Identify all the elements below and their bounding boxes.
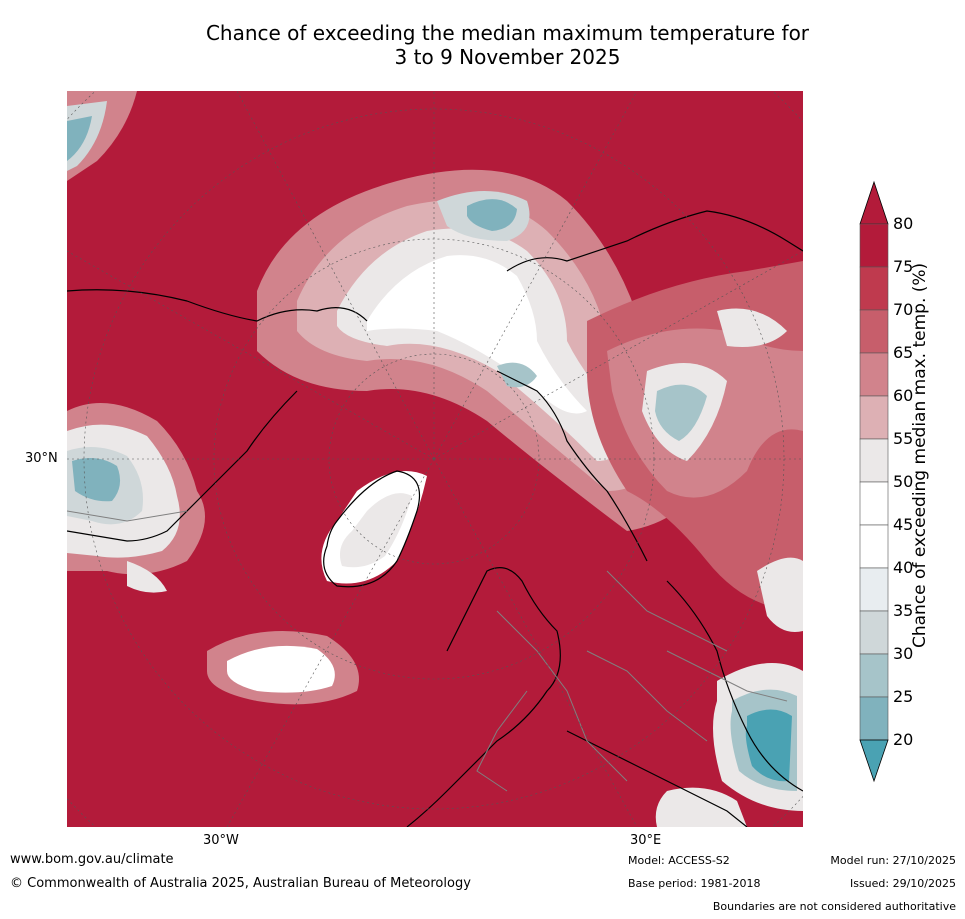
probability-region — [717, 308, 787, 347]
probability-region — [67, 116, 92, 161]
longitude-label-30e: 30°E — [630, 833, 662, 848]
colorbar-tick-label: 50 — [893, 472, 914, 491]
latitude-label-30n: 30°N — [25, 451, 58, 466]
colorbar-tick-label: 55 — [893, 429, 914, 448]
colorbar-label: Chance of exceeding median max. temp. (%… — [910, 262, 930, 648]
colorbar-band — [859, 352, 889, 397]
colorbar-band — [859, 309, 889, 354]
footer-disclaimer: Boundaries are not considered authoritat… — [712, 900, 956, 913]
colorbar-tick-label: 65 — [893, 343, 914, 362]
footer-base-period: Base period: 1981-2018 — [628, 877, 761, 890]
longitude-label-30w: 30°W — [203, 833, 239, 848]
forecast-map — [67, 91, 803, 827]
colorbar-band — [859, 438, 889, 483]
probability-region — [745, 709, 792, 782]
footer-url[interactable]: www.bom.gov.au/climate — [10, 852, 174, 867]
probability-region — [655, 787, 747, 827]
probability-region — [67, 101, 107, 171]
colorbar-tick-label: 35 — [893, 601, 914, 620]
footer-model-run: Model run: 27/10/2025 — [830, 854, 956, 867]
colorbar-band — [859, 395, 889, 440]
coastlines — [67, 210, 803, 827]
colorbar-band — [859, 524, 889, 569]
country-borders — [67, 510, 788, 792]
colorbar-extend-high — [859, 180, 889, 225]
colorbar-band — [859, 223, 889, 268]
probability-region — [497, 362, 537, 388]
colorbar-tick-label: 25 — [893, 687, 914, 706]
colorbar-tick-label: 30 — [893, 644, 914, 663]
probability-region — [72, 457, 121, 502]
probability-region — [467, 199, 517, 231]
colorbar-tick-label: 80 — [893, 214, 914, 233]
colorbar-tick-label: 45 — [893, 515, 914, 534]
colorbar-tick-label: 40 — [893, 558, 914, 577]
colorbar-tick-label: 60 — [893, 386, 914, 405]
colorbar — [859, 180, 889, 783]
map-title-line1: Chance of exceeding the median maximum t… — [205, 21, 810, 45]
graticule — [67, 91, 803, 827]
colorbar-band — [859, 567, 889, 612]
colorbar-band — [859, 696, 889, 741]
map-title-line2: 3 to 9 November 2025 — [394, 45, 621, 69]
colorbar-band — [859, 266, 889, 311]
colorbar-band — [859, 481, 889, 526]
colorbar-band — [859, 610, 889, 655]
colorbar-tick-label: 75 — [893, 257, 914, 276]
probability-region — [127, 561, 167, 593]
footer-issued: Issued: 29/10/2025 — [849, 877, 956, 890]
colorbar-tick-label: 70 — [893, 300, 914, 319]
colorbar-band — [859, 653, 889, 698]
footer-copyright: © Commonwealth of Australia 2025, Austra… — [10, 876, 471, 891]
probability-region — [757, 557, 803, 632]
colorbar-tick-label: 20 — [893, 730, 914, 749]
colorbar-extend-low — [859, 739, 889, 783]
probability-region — [227, 645, 335, 693]
footer-model: Model: ACCESS-S2 — [628, 854, 730, 867]
probability-region — [655, 384, 707, 441]
probability-region — [339, 493, 412, 568]
